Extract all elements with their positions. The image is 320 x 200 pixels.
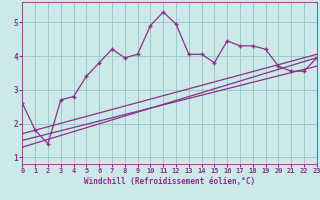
X-axis label: Windchill (Refroidissement éolien,°C): Windchill (Refroidissement éolien,°C) bbox=[84, 177, 255, 186]
